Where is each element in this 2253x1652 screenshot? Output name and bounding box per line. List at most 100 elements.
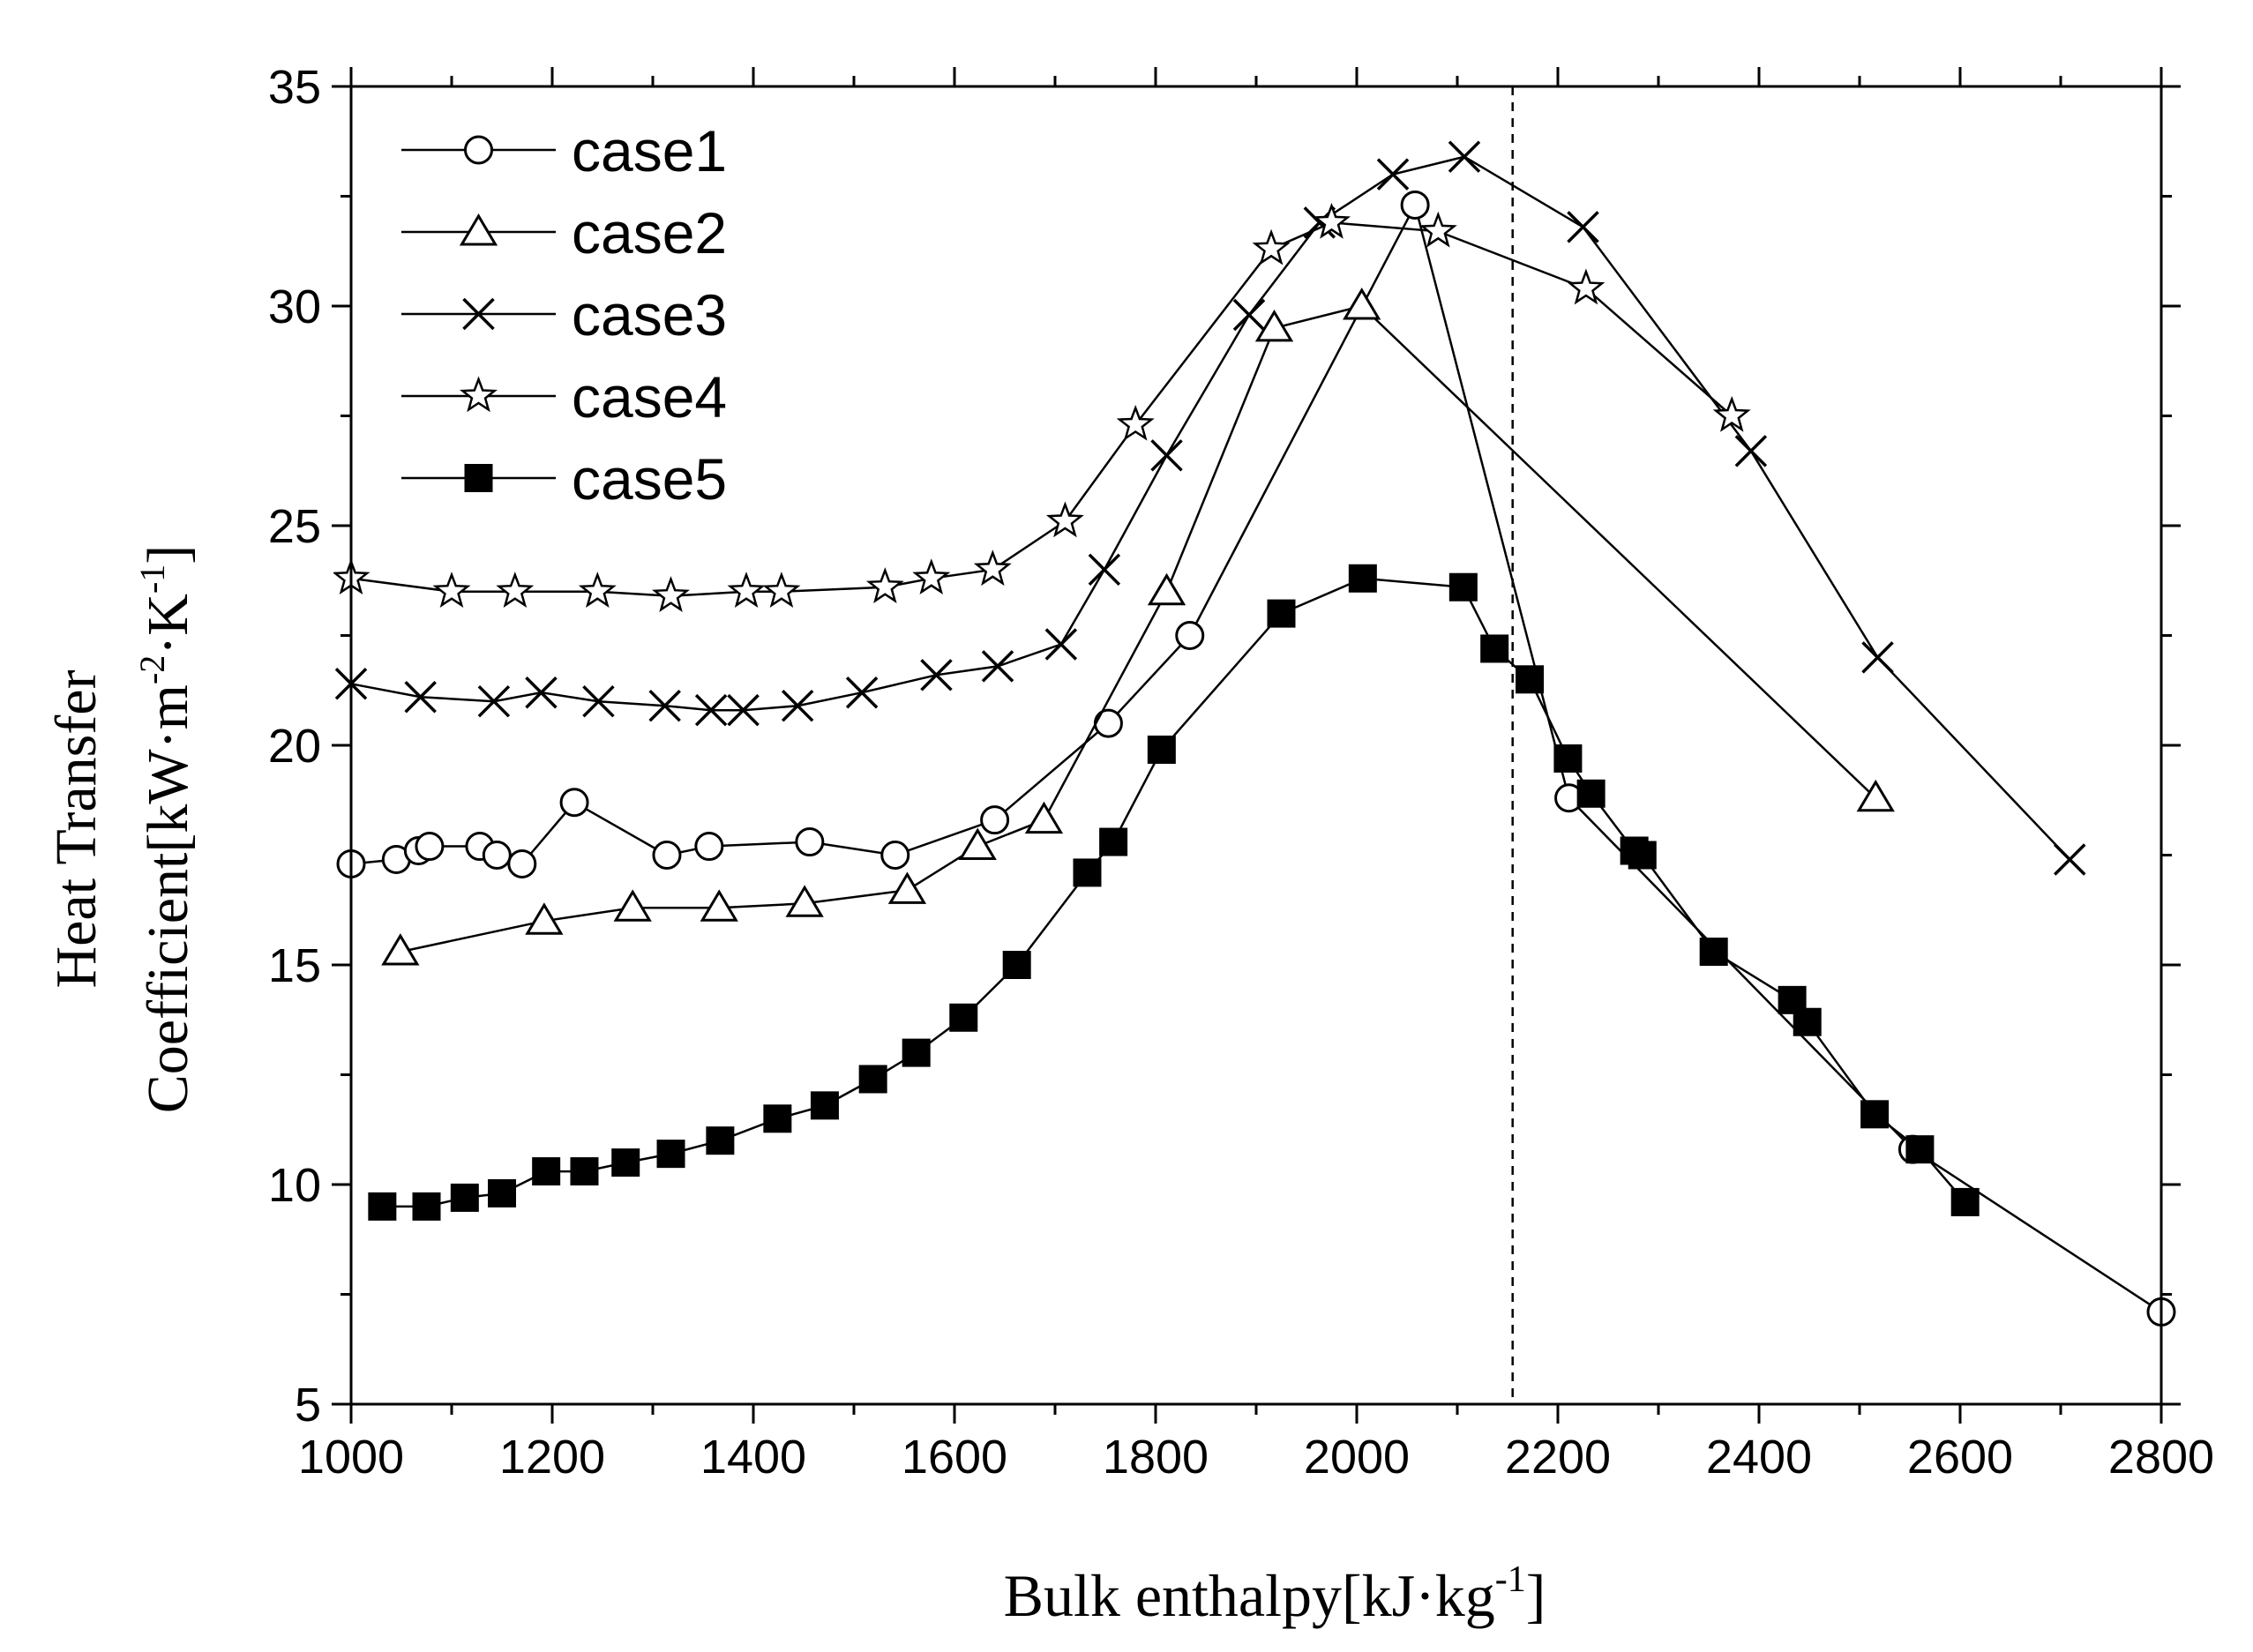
case1-point <box>880 841 910 870</box>
case4-point <box>578 572 617 608</box>
legend-marker-case4 <box>460 376 498 413</box>
case4-point <box>652 576 690 612</box>
case4-point <box>1313 202 1351 239</box>
case5-point <box>1002 951 1031 979</box>
case1-point <box>795 827 825 857</box>
case5-point <box>570 1157 599 1186</box>
plot-frame <box>349 85 2163 1406</box>
y-axis-label-line1: Heat Transfer <box>44 669 109 988</box>
case3-point <box>477 684 511 718</box>
case3-point <box>582 684 615 718</box>
case4-point <box>1712 395 1751 432</box>
case3-point <box>1376 158 1410 191</box>
case5-point <box>1905 1135 1935 1164</box>
legend-label-case1: case1 <box>572 118 727 183</box>
case2-point <box>613 889 652 922</box>
series-case2 <box>381 288 1895 966</box>
legend-marker-case5 <box>464 464 493 492</box>
y-axis-label-sup1: -2 <box>132 655 172 684</box>
y-axis-label-sup2: -1 <box>132 564 172 594</box>
case5-point <box>488 1178 516 1207</box>
case3-point <box>1044 628 1078 661</box>
case3-point <box>1567 211 1599 243</box>
case5-point <box>1480 634 1509 663</box>
case3-point <box>920 659 953 691</box>
case5-point <box>656 1140 685 1169</box>
case3-point <box>845 676 879 709</box>
legend-marker-case2 <box>459 213 498 246</box>
case2-point <box>887 871 927 904</box>
case5-point <box>532 1157 561 1186</box>
y-tick-label: 5 <box>295 1379 321 1431</box>
case3-point <box>1232 298 1266 332</box>
case5-point <box>450 1183 479 1212</box>
series-layer <box>333 140 2176 1327</box>
y-tick-label: 25 <box>268 500 321 553</box>
case5-point <box>810 1091 839 1120</box>
case5-point <box>858 1065 887 1094</box>
case1-point <box>1093 708 1123 738</box>
case3-point <box>404 680 437 714</box>
case2-line <box>400 304 1877 953</box>
case5-point <box>1793 1007 1822 1036</box>
case4-point <box>1252 228 1291 265</box>
case4-point <box>1567 268 1606 305</box>
case5-point <box>611 1148 640 1177</box>
case3-point <box>648 689 681 722</box>
case5-point <box>1699 938 1728 967</box>
case5-point <box>1147 735 1176 764</box>
case2-point <box>1254 309 1294 342</box>
x-tick-label: 2800 <box>2108 1431 2214 1484</box>
case2-point <box>1343 288 1381 320</box>
case5-point <box>368 1192 397 1221</box>
x-axis-label-main: Bulk enthalpy[kJ·kg <box>1004 1562 1495 1629</box>
case5-point <box>1448 572 1478 602</box>
case1-point <box>415 832 445 862</box>
case3-point <box>727 693 760 727</box>
y-axis-label-line2: Coefficient[kW·m-2·K-1] <box>132 545 200 1114</box>
x-tick-label: 2600 <box>1907 1431 2013 1484</box>
case5-point <box>1267 599 1296 628</box>
case3-point <box>981 650 1014 683</box>
legend-label-case4: case4 <box>572 364 727 430</box>
case5-point <box>1860 1100 1890 1129</box>
case5-point <box>1073 858 1102 887</box>
case3-point <box>2054 843 2086 876</box>
legend-marker-case3 <box>462 297 495 331</box>
x-tick-label: 2000 <box>1304 1431 1410 1484</box>
y-tick-label: 15 <box>268 939 321 992</box>
case2-point <box>1147 572 1186 606</box>
case3-point <box>1734 435 1768 467</box>
case3-point <box>525 676 558 709</box>
x-tick-label: 1800 <box>1103 1431 1209 1484</box>
y-axis-label-mid: ·K <box>136 594 200 655</box>
axis-ticks <box>332 67 2181 1424</box>
case5-point <box>706 1126 735 1155</box>
case4-point <box>762 572 801 608</box>
x-tick-label: 1400 <box>700 1431 806 1484</box>
case4-point <box>865 567 904 603</box>
case3-point <box>1448 140 1481 173</box>
case1-point <box>559 788 589 818</box>
case2-point <box>381 933 420 966</box>
legend-item-case1: case1 <box>401 118 727 183</box>
case5-point <box>902 1038 931 1067</box>
legend-item-case3: case3 <box>401 282 727 348</box>
case5-point <box>1576 779 1606 808</box>
legend-item-case4: case4 <box>401 364 727 430</box>
case5-point <box>1950 1187 1980 1216</box>
case1-point <box>980 805 1010 835</box>
case5-point <box>1348 564 1377 593</box>
x-axis-label: Bulk enthalpy[kJ·kg-1] <box>1004 1559 1546 1629</box>
case3-point <box>1150 439 1183 472</box>
case4-point <box>912 558 951 594</box>
y-tick-label: 20 <box>268 720 321 773</box>
x-tick-label: 2400 <box>1706 1431 1812 1484</box>
case4-point <box>1045 501 1084 538</box>
case2-point <box>1024 801 1064 834</box>
x-tick-label: 1000 <box>298 1431 404 1484</box>
series-case3 <box>334 140 2086 876</box>
case4-point <box>1418 211 1457 248</box>
legend-label-case2: case2 <box>572 200 727 265</box>
